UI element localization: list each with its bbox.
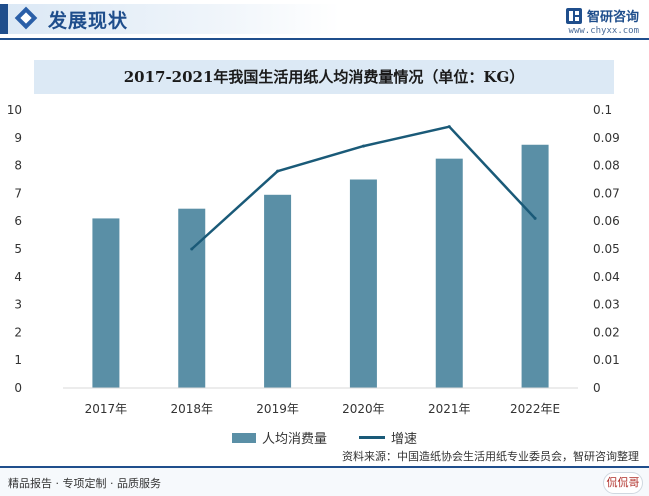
- y-right-tick-label: 0.03: [593, 298, 620, 312]
- bar: [92, 218, 120, 388]
- legend-item-bar: 人均消费量: [231, 428, 327, 447]
- y-right-tick-label: 0.08: [593, 159, 620, 173]
- y-left-tick-label: 8: [14, 159, 22, 173]
- page-footer: 精品报告 · 专项定制 · 品质服务 资料来源：中国造纸协会生活用纸专业委员会，…: [0, 450, 649, 496]
- corner-badge: 侃侃哥: [603, 472, 643, 494]
- legend-item-line: 增速: [359, 428, 417, 447]
- line-point: [190, 247, 194, 251]
- y-right-tick-label: 0: [593, 381, 601, 395]
- header-accent-bar: [0, 4, 8, 34]
- y-right-tick-label: 0.1: [593, 103, 612, 117]
- line-point: [533, 216, 537, 220]
- y-right-tick-label: 0.02: [593, 325, 620, 339]
- legend-label-line: 增速: [391, 432, 418, 447]
- brand-logo: 智研咨询 www.chyxx.com: [565, 6, 639, 36]
- chart-plot: 0 1 2 3 4 5 6 7 8 9 10 0 0.01 0.02 0.03 0.04 0.05 0.06 0.0…: [7, 103, 620, 416]
- data-source-note: 资料来源：中国造纸协会生活用纸专业委员会，智研咨询整理: [342, 450, 639, 463]
- y-left-tick-label: 5: [14, 242, 22, 256]
- x-tick-label: 2022年E: [510, 402, 560, 416]
- y-left-tick-label: 9: [14, 131, 22, 145]
- header-band: [0, 4, 340, 34]
- legend-label-bar: 人均消费量: [261, 432, 327, 447]
- y-right-tick-label: 0.06: [593, 214, 620, 228]
- y-left-tick-label: 7: [14, 186, 22, 200]
- y-left-tick-label: 4: [14, 270, 22, 284]
- y-left-tick-label: 0: [14, 381, 22, 395]
- header-divider: [0, 38, 649, 40]
- x-tick-label: 2020年: [342, 402, 385, 416]
- chart-legend: 人均消费量 增速: [0, 428, 649, 447]
- x-tick-label: 2019年: [256, 402, 299, 416]
- y-right-tick-label: 0.07: [593, 186, 620, 200]
- line-point: [276, 169, 280, 173]
- y-left-tick-label: 10: [7, 103, 22, 117]
- bar: [349, 179, 377, 388]
- y-right-tick-label: 0.04: [593, 270, 620, 284]
- y-left-tick-label: 3: [14, 298, 22, 312]
- line-point: [447, 125, 451, 129]
- section-title: 发展现状: [48, 10, 129, 32]
- y-left-tick-label: 2: [14, 325, 22, 339]
- bar: [264, 194, 292, 388]
- bar: [178, 208, 206, 388]
- bar: [435, 158, 463, 388]
- x-tick-label: 2021年: [428, 402, 471, 416]
- line-point: [361, 144, 365, 148]
- y-right-tick-label: 0.01: [593, 353, 620, 367]
- brand-name: 智研咨询: [586, 10, 639, 25]
- page-header: 发展现状 智研咨询 www.chyxx.com: [0, 0, 649, 42]
- chart-title-box: 2017-2021年我国生活用纸人均消费量情况（单位：KG）: [34, 60, 614, 94]
- footer-slogan: 精品报告 · 专项定制 · 品质服务: [8, 477, 161, 490]
- legend-swatch-bar: [231, 432, 256, 443]
- y-right-tick-label: 0.05: [593, 242, 620, 256]
- legend-swatch-line: [359, 436, 385, 439]
- x-tick-label: 2017年: [85, 402, 128, 416]
- x-tick-label: 2018年: [170, 402, 213, 416]
- brand-mark-icon: [565, 7, 582, 24]
- brand-url: www.chyxx.com: [568, 26, 639, 36]
- y-left-tick-label: 1: [14, 353, 22, 367]
- y-right-tick-label: 0.09: [593, 131, 620, 145]
- bar: [521, 144, 549, 388]
- chart-title: 2017-2021年我国生活用纸人均消费量情况（单位：KG）: [123, 68, 525, 86]
- y-left-tick-label: 6: [14, 214, 22, 228]
